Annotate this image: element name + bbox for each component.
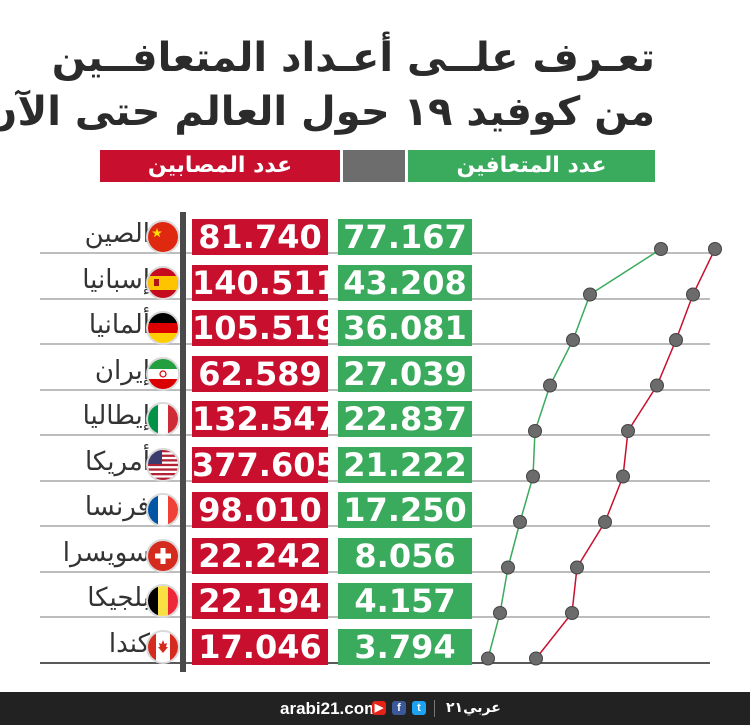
country-label: سويسرا [62, 537, 150, 568]
cases-value: 377.605 [192, 445, 338, 484]
iran-flag-icon [146, 356, 180, 391]
twitter-icon[interactable]: t [412, 701, 426, 715]
recovered-trend-point [526, 469, 540, 484]
recovered-value: 17.250 [338, 492, 472, 528]
belgium-flag-icon [146, 584, 180, 618]
cases-value: 22.242 [192, 537, 328, 574]
recovered-trend-point [501, 560, 515, 575]
cases-trend-point [529, 651, 543, 666]
vertical-axis-bar [180, 212, 186, 672]
cases-trend-point [565, 606, 579, 620]
brand-logo: عربي٢١ [446, 700, 501, 716]
recovered-value: 4.157 [338, 583, 472, 619]
canada-flag-icon [146, 629, 180, 664]
cases-trend-point [650, 378, 664, 393]
cases-trend-point [616, 469, 630, 484]
cases-trend-point [570, 560, 584, 575]
title-line-1: تعـرف علــى أعـداد المتعافــين [51, 35, 655, 81]
legend-cases: عدد المصابين [100, 150, 340, 182]
cases-value: 132.547 [192, 400, 338, 438]
country-label: إيطاليا [82, 401, 150, 431]
country-label: الصين [84, 219, 150, 249]
footer-bar: arabi21.com ▶ f t عربي٢١ [0, 692, 750, 725]
recovered-value: 8.056 [338, 537, 472, 574]
youtube-icon[interactable]: ▶ [372, 701, 386, 715]
recovered-trend-point [528, 424, 542, 438]
recovered-value: 27.039 [338, 355, 472, 392]
cases-trend-point [708, 242, 722, 256]
recovered-trend-point [566, 333, 580, 347]
country-label: ألمانيا [88, 310, 150, 340]
italy-flag-icon [146, 402, 180, 436]
recovered-trend-point [513, 515, 527, 529]
recovered-trend-point [583, 287, 597, 302]
cases-trend-line [535, 248, 716, 659]
legend-separator [343, 150, 405, 182]
cases-value: 22.194 [192, 583, 328, 619]
site-url[interactable]: arabi21.com [280, 699, 380, 718]
recovered-trend-point [481, 651, 495, 666]
cases-value: 98.010 [192, 492, 328, 528]
cases-trend-point [669, 333, 683, 347]
germany-flag-icon [146, 311, 180, 345]
cases-value: 62.589 [192, 355, 328, 392]
cases-value: 17.046 [192, 628, 328, 665]
recovered-value: 77.167 [338, 219, 472, 255]
country-label: كندا [108, 628, 150, 659]
recovered-trend-point [493, 606, 507, 620]
cases-value: 105.519 [192, 309, 338, 347]
recovered-value: 3.794 [338, 628, 472, 665]
spain-flag-icon [146, 265, 180, 300]
footer-divider [434, 700, 435, 717]
cases-trend-point [598, 515, 612, 529]
cases-value: 140.511 [192, 263, 338, 302]
country-label: فرنسا [84, 492, 150, 522]
usa-flag-icon [146, 447, 180, 482]
recovered-value: 21.222 [338, 446, 472, 483]
country-label: إيران [94, 355, 150, 386]
recovered-trend-point [654, 242, 668, 256]
cases-trend-point [621, 424, 635, 438]
cases-trend-point [686, 287, 700, 302]
title-line-2: من كوفيد ١٩ حول العالم حتى الآن [0, 89, 655, 135]
facebook-icon[interactable]: f [392, 701, 406, 715]
country-label: إسبانيا [82, 264, 150, 295]
recovered-value: 43.208 [338, 264, 472, 301]
country-label: أمريكا [84, 446, 150, 477]
country-label: بلجيكا [87, 583, 150, 613]
recovered-trend-line [487, 248, 662, 659]
recovered-value: 36.081 [338, 310, 472, 346]
recovered-trend-point [543, 378, 557, 393]
france-flag-icon [146, 493, 180, 527]
cases-value: 81.740 [192, 219, 328, 255]
recovered-value: 22.837 [338, 401, 472, 437]
china-flag-icon [146, 220, 180, 254]
legend-recovered: عدد المتعافين [408, 150, 655, 182]
switzerland-flag-icon [146, 538, 180, 573]
